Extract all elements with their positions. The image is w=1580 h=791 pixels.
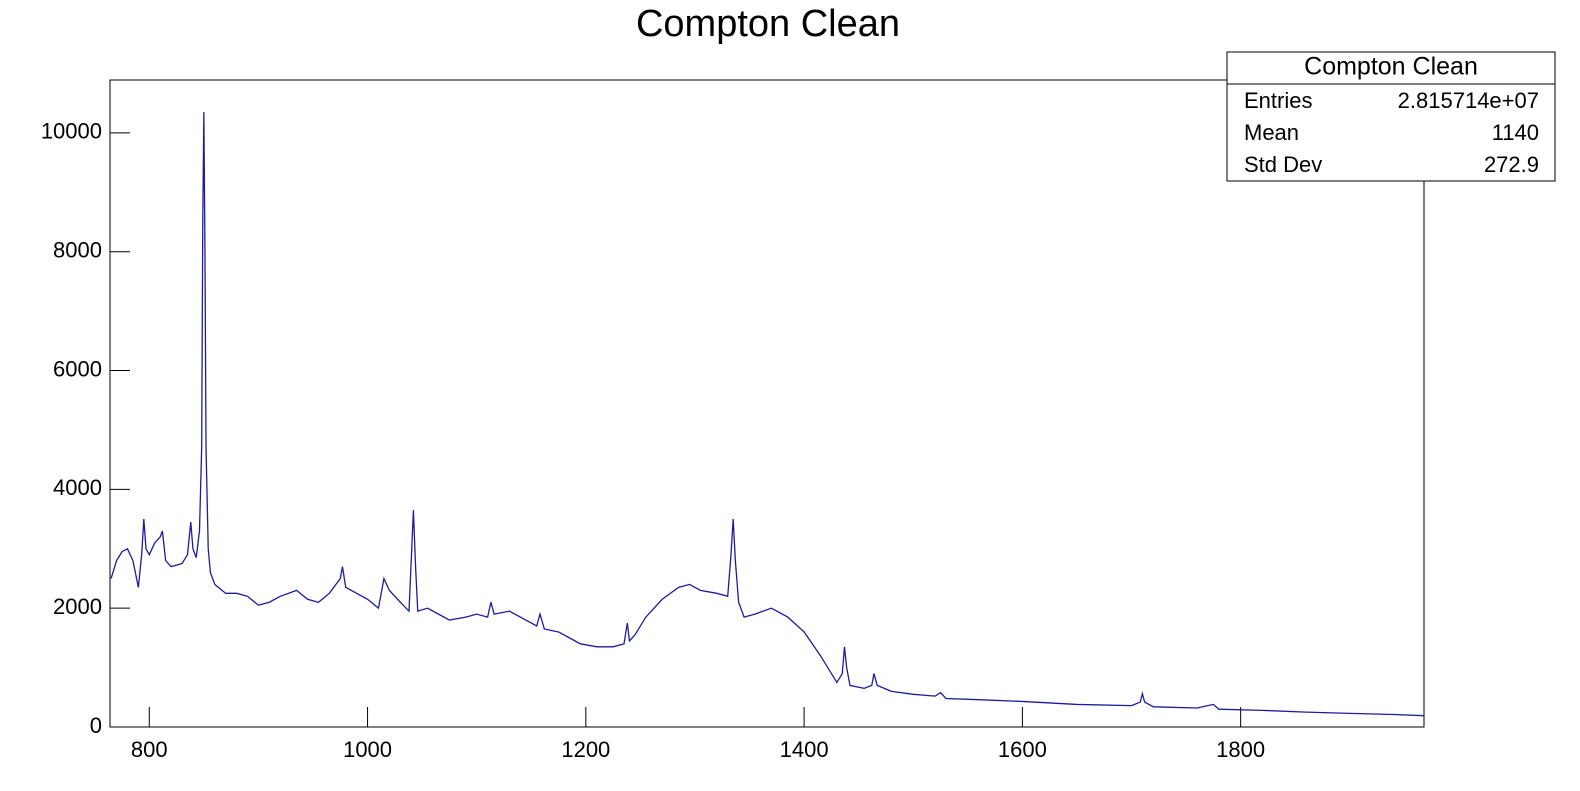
y-tick-label: 4000 xyxy=(53,475,102,500)
y-tick-label: 2000 xyxy=(53,594,102,619)
y-tick-label: 8000 xyxy=(53,238,102,263)
stats-value: 272.9 xyxy=(1484,152,1539,177)
stats-label: Std Dev xyxy=(1244,152,1322,177)
stats-label: Entries xyxy=(1244,88,1312,113)
x-tick-label: 800 xyxy=(131,737,168,762)
x-tick-label: 1400 xyxy=(780,737,829,762)
stats-title: Compton Clean xyxy=(1304,53,1478,81)
data-line xyxy=(110,112,1425,717)
y-tick-label: 6000 xyxy=(53,356,102,381)
stats-value: 2.815714e+07 xyxy=(1398,88,1539,113)
x-tick-label: 1200 xyxy=(561,737,610,762)
y-tick-label: 0 xyxy=(90,713,102,738)
plot-frame xyxy=(109,79,1425,728)
y-tick-label: 10000 xyxy=(41,119,102,144)
chart-title: Compton Clean xyxy=(636,3,900,45)
stats-value: 1140 xyxy=(1492,120,1539,145)
x-tick-label: 1000 xyxy=(343,737,392,762)
stats-box: Compton Clean Entries 2.815714e+07 Mean … xyxy=(1226,51,1556,182)
stats-label: Mean xyxy=(1244,120,1299,145)
x-tick-label: 1800 xyxy=(1216,737,1265,762)
x-tick-label: 1600 xyxy=(998,737,1047,762)
stats-frame xyxy=(1226,51,1556,182)
